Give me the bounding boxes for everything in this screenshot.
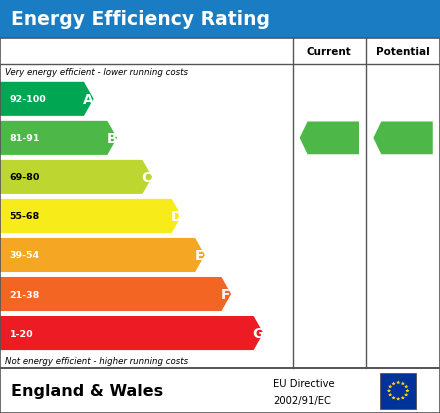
Text: 92-100: 92-100 [10,95,47,104]
Polygon shape [400,382,405,385]
Polygon shape [0,199,181,233]
Polygon shape [404,393,408,396]
Polygon shape [405,389,410,392]
Text: A: A [83,93,94,107]
Bar [380,373,416,408]
Polygon shape [388,385,392,388]
Text: EU Directive: EU Directive [273,377,334,388]
Text: 86: 86 [321,131,342,146]
Text: Current: Current [307,46,352,57]
Polygon shape [391,382,396,385]
Text: Energy Efficiency Rating: Energy Efficiency Rating [11,10,270,28]
Text: 86: 86 [395,131,416,146]
Polygon shape [0,161,152,195]
Text: 2002/91/EC: 2002/91/EC [273,396,331,406]
Polygon shape [0,83,94,116]
Polygon shape [396,380,400,384]
Polygon shape [387,389,391,392]
Text: 55-68: 55-68 [10,212,40,221]
Text: Not energy efficient - higher running costs: Not energy efficient - higher running co… [5,356,188,365]
Polygon shape [0,238,205,272]
Polygon shape [0,277,231,311]
Text: F: F [221,287,231,301]
Polygon shape [300,122,359,155]
Polygon shape [388,393,392,396]
Polygon shape [0,121,117,156]
Polygon shape [0,316,263,350]
Polygon shape [400,396,405,399]
Text: 21-38: 21-38 [10,290,40,299]
Text: England & Wales: England & Wales [11,383,163,398]
Polygon shape [391,396,396,399]
Polygon shape [404,385,408,388]
Text: 1-20: 1-20 [10,329,33,338]
Text: 39-54: 39-54 [10,251,40,260]
Text: E: E [195,248,204,262]
Text: Potential: Potential [376,46,430,57]
Bar [0,0,440,38]
Text: G: G [252,326,264,340]
Text: D: D [170,209,182,223]
Text: 69-80: 69-80 [10,173,40,182]
Text: C: C [142,171,152,185]
Polygon shape [373,122,433,155]
Text: 81-91: 81-91 [10,134,40,143]
Polygon shape [396,397,400,401]
Text: Very energy efficient - lower running costs: Very energy efficient - lower running co… [5,68,188,77]
Bar [0,38,440,368]
Bar [0,368,440,413]
Text: B: B [106,132,117,145]
